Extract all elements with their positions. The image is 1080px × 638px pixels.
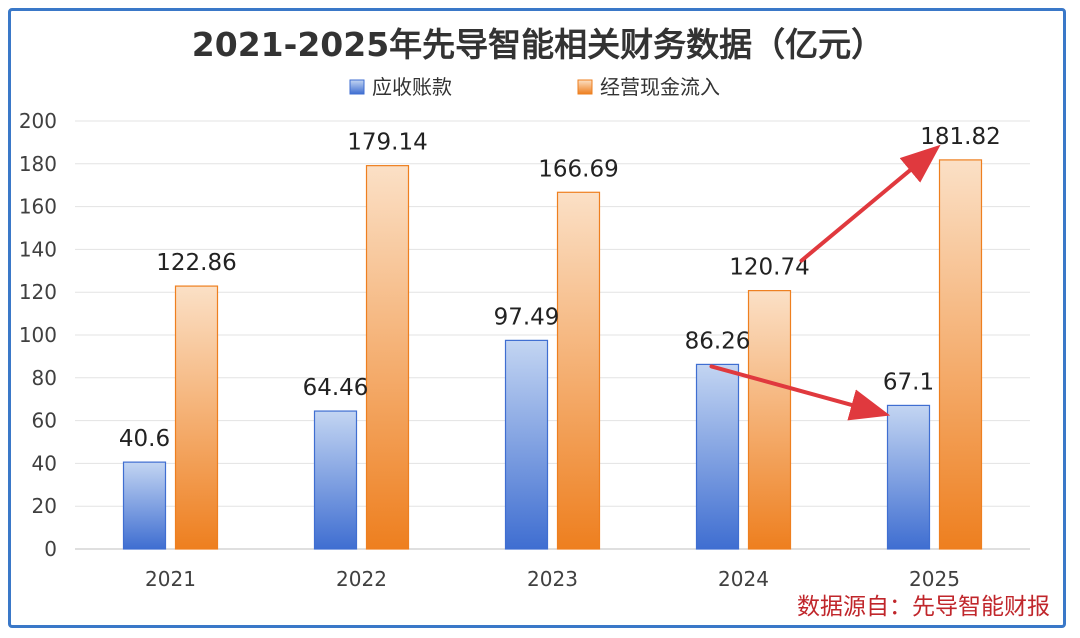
trend-arrows: [709, 144, 941, 421]
bars: [122, 159, 983, 550]
y-tick-label: 120: [19, 280, 57, 304]
data-label-receivables-2023: 97.49: [494, 304, 560, 330]
gridlines: [75, 120, 1030, 550]
bar-receivables-2024: [695, 363, 740, 550]
bar-operating-cash-inflow-2024: [747, 290, 792, 550]
y-tick-label: 60: [32, 409, 57, 433]
data-label-receivables-2021: 40.6: [119, 426, 170, 452]
bar-operating-cash-inflow-2022: [365, 165, 410, 550]
legend-label-receivables: 应收账款: [372, 75, 452, 99]
y-tick-label: 20: [32, 494, 57, 518]
y-tick-label: 160: [19, 195, 57, 219]
x-tick-label: 2023: [527, 567, 578, 591]
legend-swatch-receivables: [349, 79, 365, 95]
x-tick-label: 2025: [909, 567, 960, 591]
bar-receivables-2021: [122, 461, 167, 550]
legend: 应收账款 经营现金流入: [349, 75, 720, 99]
x-axis: 2021 2022 2023 2024 2025: [145, 567, 960, 591]
bar-receivables-2025: [886, 404, 931, 550]
y-tick-label: 40: [32, 451, 57, 475]
data-label-operating-cash-inflow-2021: 122.86: [156, 250, 236, 276]
bar-operating-cash-inflow-2023: [556, 191, 601, 550]
data-label-operating-cash-inflow-2022: 179.14: [347, 130, 427, 156]
x-tick-label: 2021: [145, 567, 196, 591]
y-tick-label: 100: [19, 323, 57, 347]
data-label-receivables-2025: 67.1: [883, 369, 934, 395]
legend-swatch-operating-cash-inflow: [577, 79, 593, 95]
data-label-operating-cash-inflow-2025: 181.82: [920, 124, 1000, 150]
trend-arrow-receivables: [709, 364, 891, 421]
y-tick-label: 200: [19, 109, 57, 133]
bar-receivables-2023: [504, 339, 549, 550]
data-label-receivables-2022: 64.46: [303, 375, 369, 401]
data-label-operating-cash-inflow-2023: 166.69: [538, 156, 618, 182]
bar-operating-cash-inflow-2025: [938, 159, 983, 550]
bar-operating-cash-inflow-2021: [174, 285, 219, 550]
trend-arrow-cash-inflow: [799, 144, 941, 263]
x-tick-label: 2022: [336, 567, 387, 591]
data-label-receivables-2024: 86.26: [685, 328, 751, 354]
y-tick-label: 80: [32, 366, 57, 390]
bar-receivables-2022: [313, 410, 358, 550]
y-tick-label: 180: [19, 152, 57, 176]
data-labels: 40.6 122.86 64.46 179.14 97.49 166.69 86.26 120…: [119, 124, 1001, 452]
chart-title: 2021-2025年先导智能相关财务数据（亿元）: [192, 25, 884, 64]
y-tick-label: 0: [44, 537, 57, 561]
y-axis: 0 20 40 60 80 100 120 140 160 180 200: [19, 109, 57, 561]
x-tick-label: 2024: [718, 567, 769, 591]
data-label-operating-cash-inflow-2024: 120.74: [729, 255, 809, 281]
y-tick-label: 140: [19, 237, 57, 261]
source-note: 数据源自：先导智能财报: [797, 594, 1050, 620]
legend-label-operating-cash-inflow: 经营现金流入: [600, 75, 720, 99]
